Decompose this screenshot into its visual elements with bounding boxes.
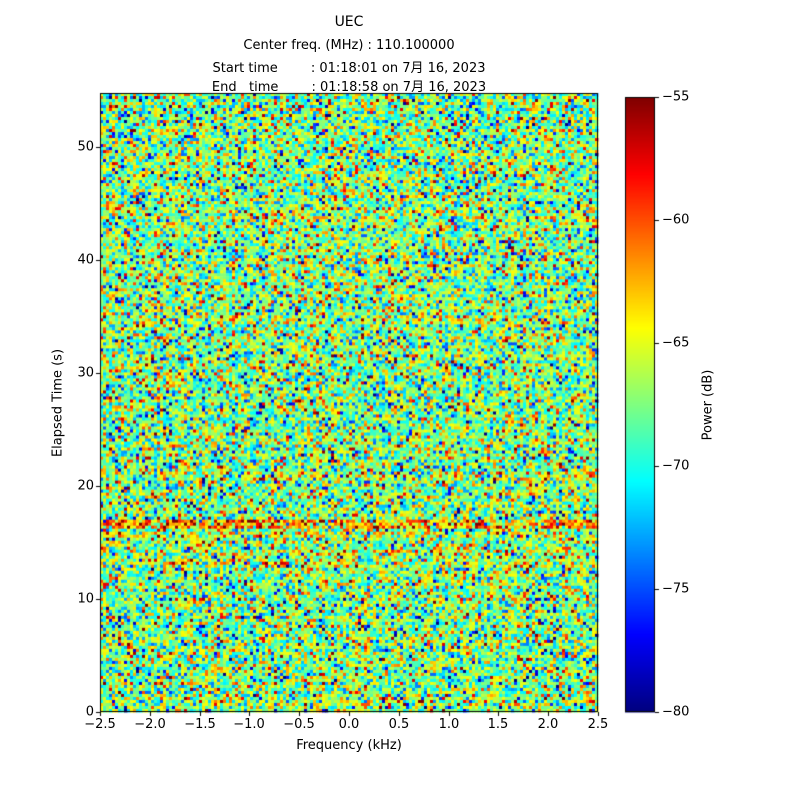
colorbar-tick-label: −80 bbox=[662, 704, 690, 720]
colorbar-tick-label: −65 bbox=[662, 335, 690, 351]
y-tick-label: 30 bbox=[77, 365, 94, 381]
y-tick-label: 50 bbox=[77, 139, 94, 155]
x-tick-label: 2.5 bbox=[587, 717, 609, 732]
y-tick-label: 40 bbox=[77, 252, 94, 268]
start-time-line: Start time : 01:18:01 on 7月 16, 2023 bbox=[212, 61, 486, 76]
y-tick-label: 20 bbox=[77, 478, 94, 494]
x-tick-label: −2.0 bbox=[134, 717, 166, 732]
end-time-line: End time : 01:18:58 on 7月 16, 2023 bbox=[211, 80, 487, 95]
x-tick-label: 0.0 bbox=[338, 717, 360, 732]
colorbar-tick-label: −75 bbox=[662, 581, 690, 597]
colorbar-label: Power (dB) bbox=[700, 369, 716, 441]
center-freq-line: Center freq. (MHz) : 110.100000 bbox=[243, 38, 455, 53]
y-axis-label: Elapsed Time (s) bbox=[50, 348, 66, 458]
x-tick-label: −0.5 bbox=[283, 717, 315, 732]
colorbar-tick-label: −70 bbox=[662, 458, 690, 474]
x-tick-label: −1.5 bbox=[184, 717, 216, 732]
x-tick-label: 0.5 bbox=[388, 717, 410, 732]
colorbar-tick-label: −55 bbox=[662, 89, 690, 105]
y-tick-label: 10 bbox=[77, 591, 94, 607]
chart-title: UEC bbox=[334, 14, 364, 30]
x-tick-label: 1.0 bbox=[438, 717, 460, 732]
x-tick-label: −2.5 bbox=[84, 717, 116, 732]
x-tick-label: 2.0 bbox=[537, 717, 559, 732]
x-tick-label: −1.0 bbox=[233, 717, 265, 732]
colorbar-tick-label: −60 bbox=[662, 212, 690, 228]
x-tick-label: 1.5 bbox=[487, 717, 509, 732]
y-tick-label: 0 bbox=[85, 704, 94, 720]
x-axis-label: Frequency (kHz) bbox=[296, 738, 402, 753]
